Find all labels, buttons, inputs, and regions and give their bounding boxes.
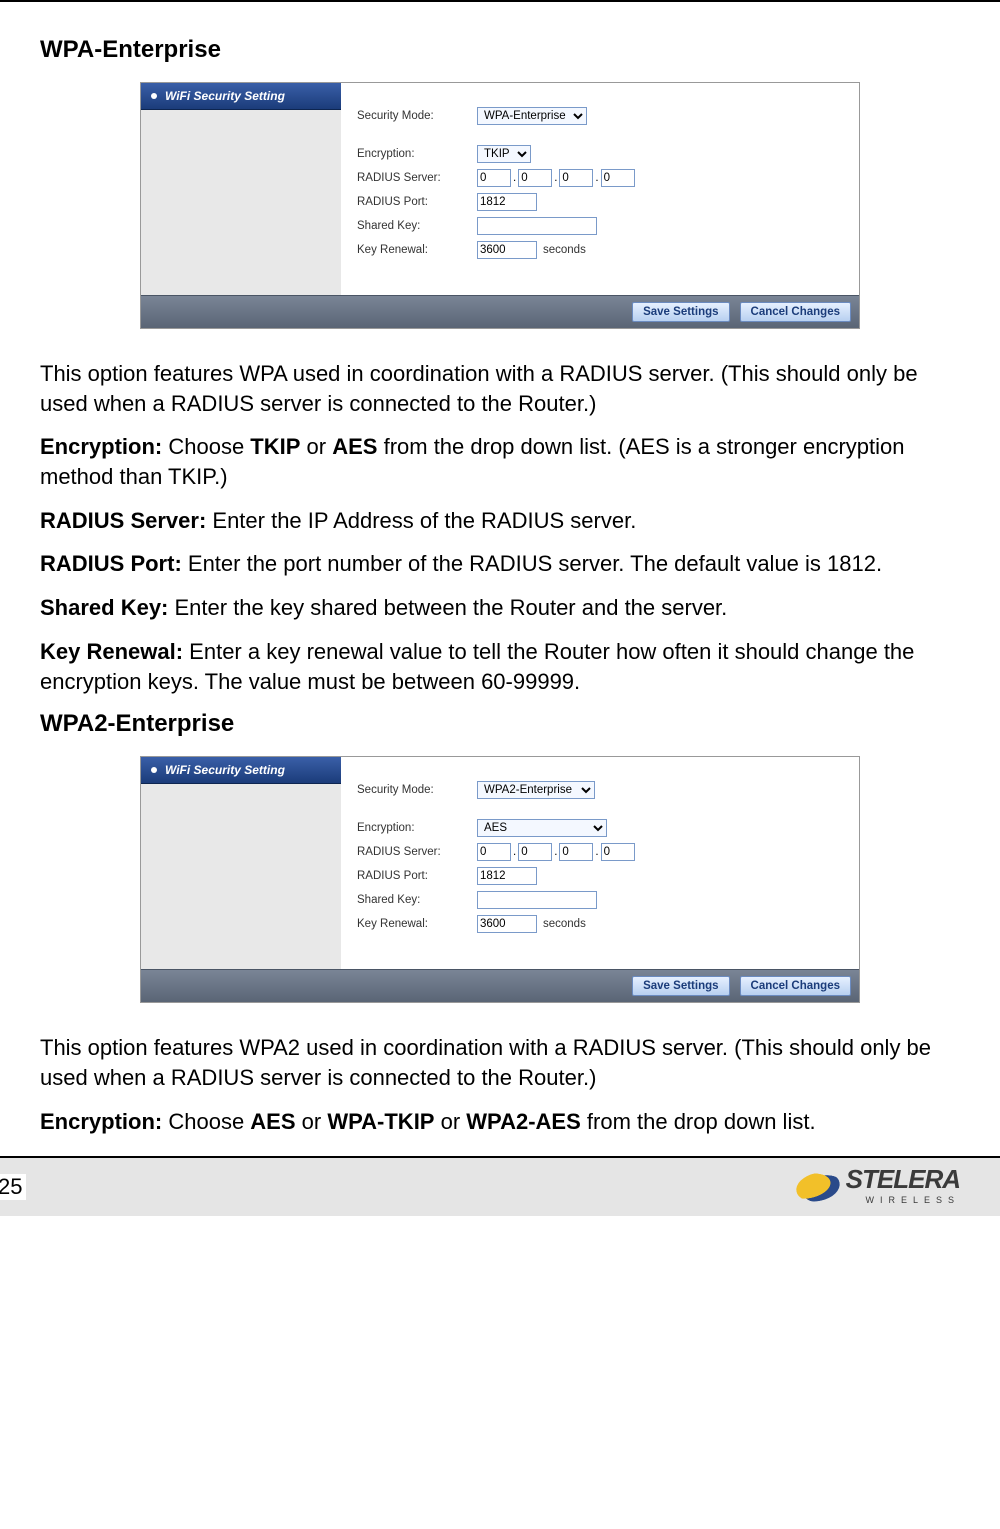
- button-bar: Save Settings Cancel Changes: [141, 295, 859, 328]
- sidebar-label: WiFi Security Setting: [165, 763, 285, 777]
- radius-ip-2[interactable]: [559, 843, 593, 861]
- form-area: Security Mode: WPA2-Enterprise Encryptio…: [341, 757, 859, 969]
- save-button[interactable]: Save Settings: [632, 976, 729, 996]
- button-bar: Save Settings Cancel Changes: [141, 969, 859, 1002]
- radius-ip-3[interactable]: [601, 843, 635, 861]
- screenshot-wpa: WiFi Security Setting Security Mode: WPA…: [40, 82, 960, 329]
- shared-key-input[interactable]: [477, 891, 597, 909]
- shared-key-input[interactable]: [477, 217, 597, 235]
- encryption-select[interactable]: TKIP: [477, 145, 531, 163]
- radius-port-input[interactable]: [477, 867, 537, 885]
- para-encryption-2: Encryption: Choose AES or WPA-TKIP or WP…: [40, 1107, 960, 1137]
- key-renewal-input[interactable]: [477, 915, 537, 933]
- page-footer: 25 STELERA WIRELESS: [0, 1156, 1000, 1216]
- screenshot-wpa2: WiFi Security Setting Security Mode: WPA…: [40, 756, 960, 1003]
- security-mode-select[interactable]: WPA-Enterprise: [477, 107, 587, 125]
- dot-icon: .: [554, 846, 557, 858]
- page-number: 25: [0, 1174, 26, 1200]
- encryption-label: Encryption:: [357, 148, 477, 160]
- brand-logo: STELERA WIRELESS: [796, 1169, 960, 1205]
- radius-port-input[interactable]: [477, 193, 537, 211]
- security-mode-label: Security Mode:: [357, 784, 477, 796]
- encryption-select[interactable]: AES: [477, 819, 607, 837]
- radius-port-label: RADIUS Port:: [357, 870, 477, 882]
- para-intro-1: This option features WPA used in coordin…: [40, 359, 960, 418]
- security-mode-select[interactable]: WPA2-Enterprise: [477, 781, 595, 799]
- key-renewal-input[interactable]: [477, 241, 537, 259]
- para-shared-key-1: Shared Key: Enter the key shared between…: [40, 593, 960, 623]
- para-key-renewal-1: Key Renewal: Enter a key renewal value t…: [40, 637, 960, 696]
- key-renewal-unit: seconds: [543, 244, 586, 256]
- dot-icon: .: [554, 172, 557, 184]
- logo-swoosh-icon: [793, 1169, 842, 1206]
- logo-sub: WIRELESS: [846, 1195, 960, 1205]
- key-renewal-label: Key Renewal:: [357, 918, 477, 930]
- sidebar-header: WiFi Security Setting: [141, 83, 341, 110]
- radius-ip-1[interactable]: [518, 843, 552, 861]
- sidebar-label: WiFi Security Setting: [165, 89, 285, 103]
- dot-icon: .: [513, 172, 516, 184]
- key-renewal-label: Key Renewal:: [357, 244, 477, 256]
- router-ui-panel-2: WiFi Security Setting Security Mode: WPA…: [140, 756, 860, 1003]
- form-area: Security Mode: WPA-Enterprise Encryption…: [341, 83, 859, 295]
- para-encryption-1: Encryption: Choose TKIP or AES from the …: [40, 432, 960, 491]
- dot-icon: .: [595, 172, 598, 184]
- cancel-button[interactable]: Cancel Changes: [740, 976, 851, 996]
- dot-icon: .: [513, 846, 516, 858]
- radius-server-label: RADIUS Server:: [357, 846, 477, 858]
- page-content: WPA-Enterprise WiFi Security Setting Sec…: [0, 0, 1000, 1136]
- para-radius-port-1: RADIUS Port: Enter the port number of th…: [40, 549, 960, 579]
- key-renewal-unit: seconds: [543, 918, 586, 930]
- section-title-wpa: WPA-Enterprise: [40, 36, 960, 64]
- bullet-icon: [151, 767, 157, 773]
- dot-icon: .: [595, 846, 598, 858]
- radius-ip-0[interactable]: [477, 843, 511, 861]
- security-mode-label: Security Mode:: [357, 110, 477, 122]
- encryption-label: Encryption:: [357, 822, 477, 834]
- section-title-wpa2: WPA2-Enterprise: [40, 710, 960, 738]
- router-ui-panel: WiFi Security Setting Security Mode: WPA…: [140, 82, 860, 329]
- shared-key-label: Shared Key:: [357, 894, 477, 906]
- radius-port-label: RADIUS Port:: [357, 196, 477, 208]
- radius-ip-3[interactable]: [601, 169, 635, 187]
- sidebar: WiFi Security Setting: [141, 83, 341, 295]
- cancel-button[interactable]: Cancel Changes: [740, 302, 851, 322]
- para-intro-2: This option features WPA2 used in coordi…: [40, 1033, 960, 1092]
- radius-server-label: RADIUS Server:: [357, 172, 477, 184]
- sidebar: WiFi Security Setting: [141, 757, 341, 969]
- sidebar-header: WiFi Security Setting: [141, 757, 341, 784]
- radius-ip-0[interactable]: [477, 169, 511, 187]
- bullet-icon: [151, 93, 157, 99]
- radius-ip-2[interactable]: [559, 169, 593, 187]
- para-radius-server-1: RADIUS Server: Enter the IP Address of t…: [40, 506, 960, 536]
- shared-key-label: Shared Key:: [357, 220, 477, 232]
- logo-name: STELERA: [846, 1164, 960, 1194]
- save-button[interactable]: Save Settings: [632, 302, 729, 322]
- radius-ip-1[interactable]: [518, 169, 552, 187]
